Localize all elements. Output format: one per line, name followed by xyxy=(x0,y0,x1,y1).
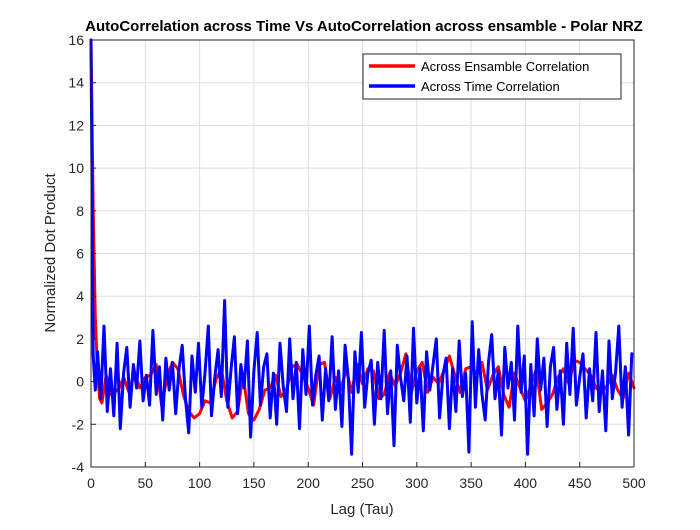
x-axis-label: Lag (Tau) xyxy=(330,501,393,518)
y-tick-label: -2 xyxy=(72,416,85,432)
y-tick-label: 2 xyxy=(76,331,84,347)
y-tick-label: 0 xyxy=(76,374,84,390)
x-tick-label: 250 xyxy=(351,475,375,491)
y-tick-label: -4 xyxy=(72,459,85,475)
x-tick-label: 450 xyxy=(568,475,592,491)
y-tick-label: 6 xyxy=(76,246,84,262)
x-tick-label: 400 xyxy=(514,475,538,491)
x-tick-label: 150 xyxy=(242,475,266,491)
legend-label-ensemble: Across Ensamble Correlation xyxy=(421,59,589,74)
x-tick-label: 300 xyxy=(405,475,429,491)
x-ticks: 0 50 100 150 200 250 300 350 400 450 500 xyxy=(87,462,646,491)
series-line-time xyxy=(89,38,634,456)
y-tick-label: 14 xyxy=(68,75,84,91)
legend: Across Ensamble Correlation Across Time … xyxy=(362,53,622,100)
y-tick-label: 16 xyxy=(68,32,84,48)
y-ticks: -4 -2 0 2 4 6 8 10 12 14 16 xyxy=(68,32,96,475)
series-layer xyxy=(89,38,636,456)
y-tick-label: 12 xyxy=(68,117,84,133)
x-tick-label: 50 xyxy=(138,475,154,491)
y-tick-label: 10 xyxy=(68,160,84,176)
x-tick-label: 100 xyxy=(188,475,212,491)
legend-box xyxy=(362,53,622,100)
legend-label-time: Across Time Correlation xyxy=(421,79,560,94)
x-tick-label: 0 xyxy=(87,475,95,491)
y-tick-label: 4 xyxy=(76,288,84,304)
x-tick-label: 200 xyxy=(297,475,321,491)
x-tick-label: 350 xyxy=(459,475,483,491)
y-axis-label: Normalized Dot Product xyxy=(42,173,59,333)
chart-title: AutoCorrelation across Time Vs AutoCorre… xyxy=(85,18,643,35)
x-tick-label: 500 xyxy=(622,475,646,491)
y-tick-label: 8 xyxy=(76,203,84,219)
